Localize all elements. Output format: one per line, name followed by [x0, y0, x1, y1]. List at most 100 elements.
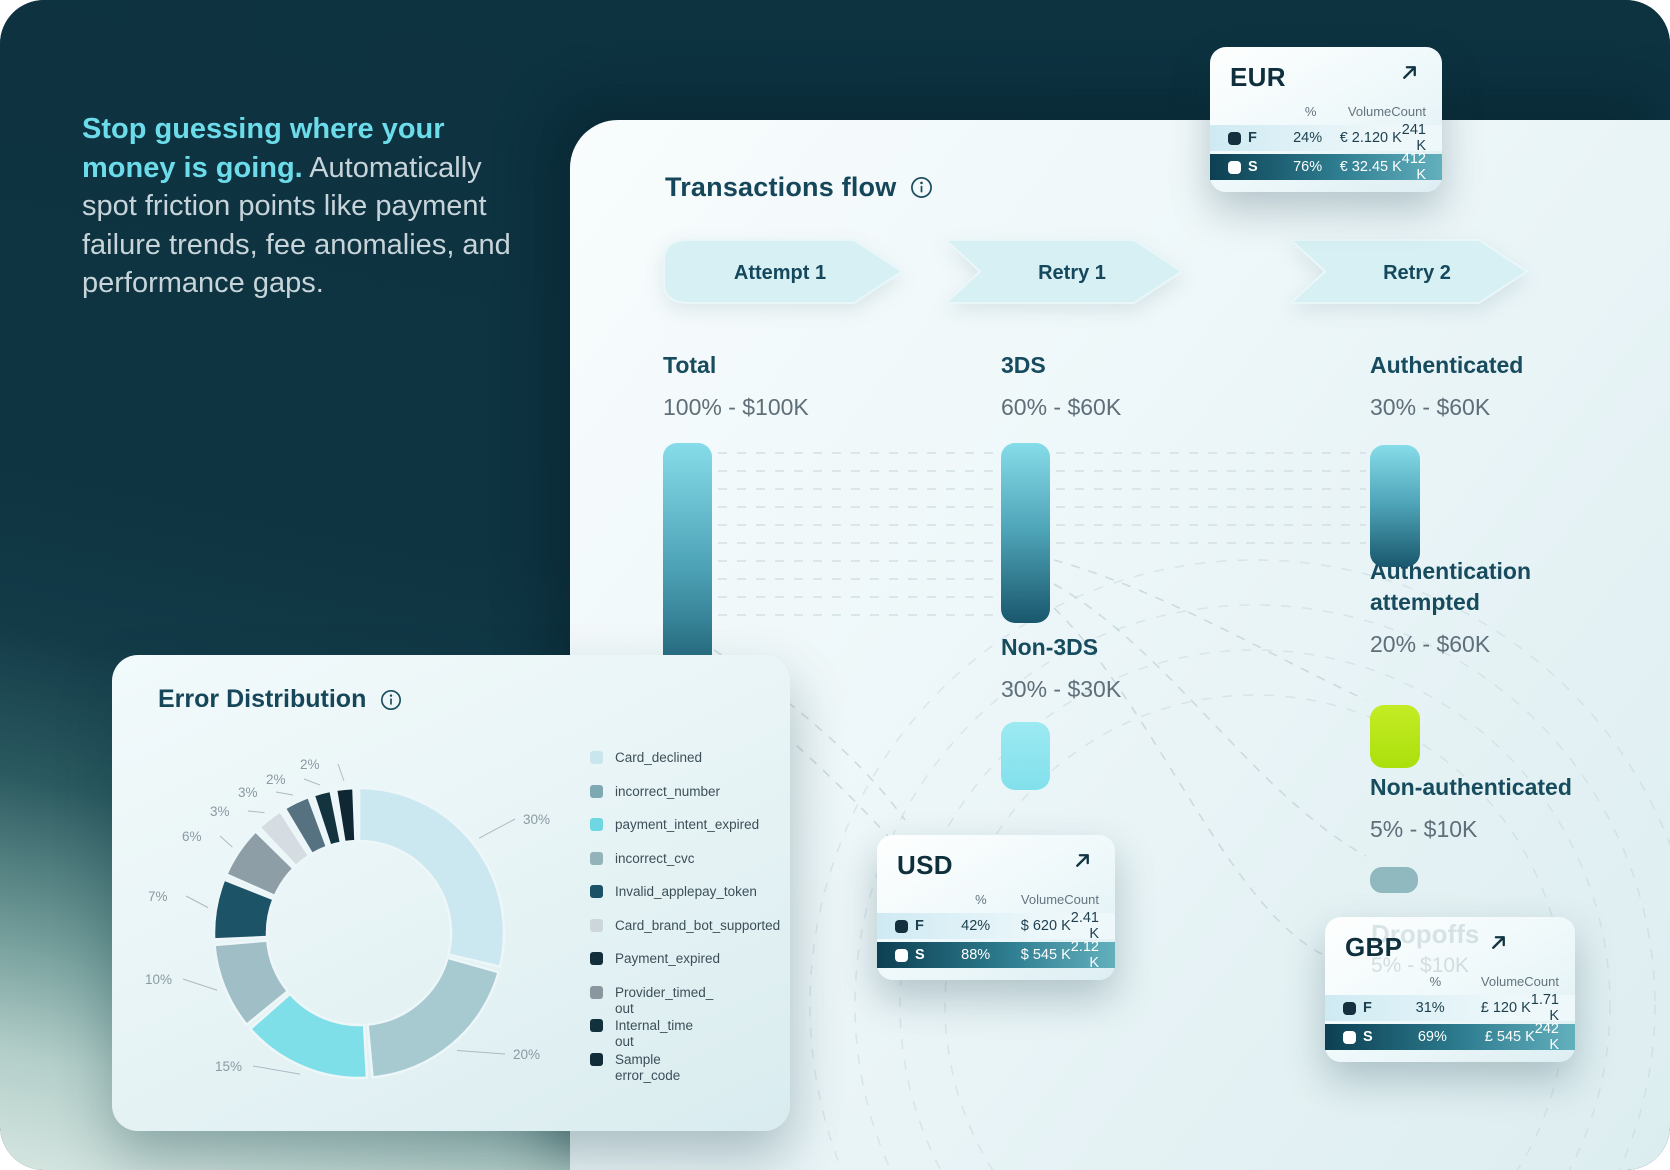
flow-title-row: Transactions flow	[665, 172, 933, 203]
info-icon[interactable]	[380, 689, 402, 711]
row-count: 412 K	[1401, 151, 1426, 183]
legend-label: Payment_expired	[615, 951, 721, 966]
legend-label: Invalid_applepay_token	[615, 884, 757, 899]
row-volume: £ 120 K	[1480, 1000, 1531, 1016]
hero-text: Stop guessing where your money is going.…	[82, 110, 534, 303]
svg-text:Attempt 1: Attempt 1	[734, 262, 826, 284]
label-leader-line	[185, 895, 209, 909]
row-volume: £ 545 K	[1484, 1029, 1535, 1045]
legend-label: Card_brand_bot_supported	[615, 917, 781, 933]
row-volume: $ 545 K	[1020, 947, 1071, 963]
hero-body: Automatically spot friction points like …	[82, 151, 511, 300]
legend-item: Provider_timed_ out	[590, 984, 786, 1018]
legend-label: Card_declined	[615, 750, 703, 765]
row-count: 241 K	[1401, 122, 1426, 154]
row-volume: $ 620 K	[1020, 918, 1071, 934]
currency-table: % Volume Count F 24% € 2.120 K 241 K S 76% € 32.4…	[1210, 101, 1442, 183]
donut-slice-Card_declined	[357, 786, 506, 969]
page-title: Transactions flow	[665, 172, 897, 202]
table-header: % Volume Count	[877, 889, 1115, 909]
donut-slice-payment_intent_expired	[249, 992, 369, 1080]
card-title: USD	[897, 850, 953, 880]
legend-label: incorrect_number	[615, 783, 721, 799]
table-row-S: S 76% € 32.45 K 412 K	[1210, 151, 1442, 183]
row-status-icon	[1228, 131, 1241, 145]
column-header: Volume	[1480, 973, 1525, 989]
donut-slice-Internal_time_out	[312, 789, 343, 847]
flow-bar-non-authenticated	[1370, 867, 1418, 893]
flow-node-authenticated: Authenticated 30% - $60K	[1370, 350, 1600, 421]
flow-node-total: Total 100% - $100K	[663, 350, 893, 421]
stage-chip-attempt-1[interactable]: Attempt 1	[660, 238, 905, 305]
row-key: S	[1363, 1029, 1373, 1045]
legend-item: Invalid_applepay_token	[590, 883, 786, 917]
table-row-F: F 24% € 2.120 K 241 K	[1210, 122, 1442, 154]
table-header: % Volume Count	[1210, 101, 1442, 121]
flow-bar-authenticated	[1370, 445, 1420, 567]
legend-item: Card_brand_bot_supported	[590, 917, 786, 951]
table-row-S: S 69% £ 545 K 242 K	[1325, 1021, 1575, 1053]
legend-item: Sample error_code	[590, 1051, 786, 1085]
legend-swatch	[590, 918, 603, 932]
row-key: S	[1248, 159, 1258, 175]
row-status-icon	[1343, 1001, 1356, 1015]
expand-arrow-icon[interactable]	[1399, 62, 1420, 83]
row-status-icon	[1343, 1030, 1356, 1044]
legend-swatch	[590, 952, 603, 965]
row-pct: 42%	[961, 918, 991, 934]
row-key: S	[915, 947, 925, 963]
row-pct: 88%	[961, 947, 991, 963]
node-label: 3DS	[1001, 352, 1046, 378]
donut-pct-label: 3%	[238, 785, 258, 800]
row-status-icon	[895, 948, 908, 962]
row-count: 2.12 K	[1070, 939, 1099, 971]
donut-slice-Card_brand_bot_supported	[258, 810, 311, 868]
flow-bar-non-3ds	[1001, 722, 1050, 790]
flow-bar-total	[663, 443, 712, 693]
legend-label: Sample error_code	[615, 1051, 681, 1083]
expand-arrow-icon[interactable]	[1488, 932, 1509, 953]
label-leader-line	[303, 778, 321, 786]
legend-swatch	[590, 985, 603, 999]
donut-slice-Invalid_applepay_token	[212, 878, 275, 941]
row-pct: 31%	[1415, 1000, 1445, 1016]
error-distribution-card: Error Distribution 30% 20% 15% 10% 7% 6% 3% 3% 2…	[112, 655, 790, 1131]
legend-swatch	[590, 784, 603, 798]
stage-chip-retry-1[interactable]: Retry 1	[940, 238, 1185, 305]
info-icon[interactable]	[910, 176, 933, 199]
donut-slice-Sample_error_code	[334, 786, 357, 844]
expand-arrow-icon[interactable]	[1072, 850, 1093, 871]
row-status-icon	[895, 919, 908, 933]
donut-slice-incorrect_cvc	[213, 939, 289, 1026]
node-value: 20% - $60K	[1370, 631, 1491, 658]
row-key: F	[1363, 1000, 1372, 1016]
legend-label: incorrect_cvc	[615, 850, 695, 866]
node-value: 5% - $10K	[1370, 816, 1478, 843]
flow-node-3ds: 3DS 60% - $60K	[1001, 350, 1231, 421]
label-leader-line	[478, 818, 516, 839]
node-value: 60% - $60K	[1001, 394, 1122, 421]
donut-pct-label: 10%	[145, 972, 172, 987]
currency-table: % Volume Count F 31% £ 120 K 1.71 K S 69% £ 545 K…	[1325, 971, 1575, 1053]
legend-swatch	[590, 751, 603, 764]
donut-pct-label: 15%	[215, 1059, 242, 1074]
donut-pct-label: 7%	[148, 889, 168, 904]
legend-swatch	[590, 851, 603, 865]
row-status-icon	[1228, 160, 1241, 174]
chart-title: Error Distribution	[158, 685, 367, 713]
stage-chip-retry-2[interactable]: Retry 2	[1285, 238, 1530, 305]
flow-bar-authentication-attempted	[1370, 705, 1420, 768]
node-label: Total	[663, 352, 717, 378]
legend-item: Internal_time out	[590, 1017, 786, 1051]
legend-label: Internal_time out	[615, 1018, 694, 1049]
donut-chart: 30% 20% 15% 10% 7% 6% 3% 3% 2% 2%	[145, 757, 550, 1080]
label-leader-line	[182, 978, 218, 991]
legend-swatch	[590, 1019, 603, 1032]
node-label: Authenticated	[1370, 352, 1524, 378]
column-header: Volume	[1020, 891, 1065, 907]
row-key: F	[1248, 130, 1257, 146]
legend-item: payment_intent_expired	[590, 816, 786, 850]
node-value: 30% - $60K	[1370, 394, 1491, 421]
currency-card-eur: EUR % Volume Count F 24% € 2.120 K 241 K S 76% € …	[1210, 47, 1442, 192]
table-row-S: S 88% $ 545 K 2.12 K	[877, 939, 1115, 971]
